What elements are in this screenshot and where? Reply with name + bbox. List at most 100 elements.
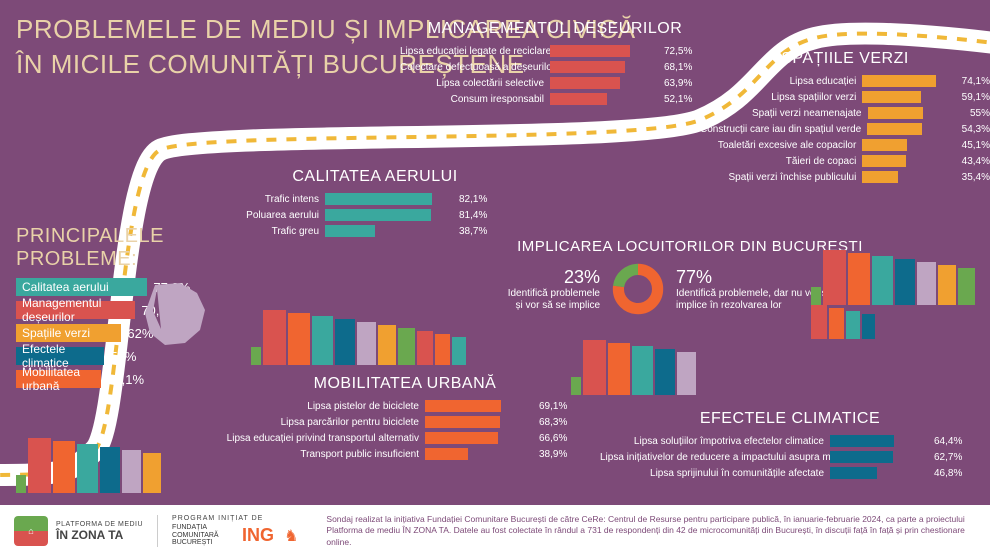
logo1-main: ÎN ZONA TA xyxy=(56,528,143,542)
logo1-top: PLATFORMA DE MEDIU xyxy=(56,521,143,528)
bar-track xyxy=(550,45,660,57)
waste-row-2: Lipsa colectării selective63,9% xyxy=(400,76,710,90)
bar-track xyxy=(862,75,957,87)
bar-fill xyxy=(550,93,607,105)
bar-label: Lipsa pistelor de biciclete xyxy=(225,401,425,412)
bar-track xyxy=(550,77,660,89)
bar-label: Transport public insuficient xyxy=(225,449,425,460)
bar-label: Lipsa soluțiilor împotriva efectelor cli… xyxy=(600,436,830,447)
bar-pct: 54,3% xyxy=(958,124,990,135)
logo2-b: ING xyxy=(242,525,274,546)
bar-fill xyxy=(830,435,894,447)
section-green: SPAȚIILE VERZI Lipsa educației74,1%Lipsa… xyxy=(700,50,990,186)
donut-a-num: 77% xyxy=(676,267,846,288)
bar-fill xyxy=(862,171,897,183)
principal-bar: Managementul deșeurilor xyxy=(16,301,135,319)
principal-pct: 50,1% xyxy=(101,372,144,387)
bar-fill xyxy=(868,107,923,119)
bar-pct: 74,1% xyxy=(958,76,990,87)
bar-pct: 35,4% xyxy=(958,172,990,183)
bar-pct: 64,4% xyxy=(930,436,962,447)
principal-pct: 52% xyxy=(104,349,136,364)
bar-fill xyxy=(425,400,501,412)
section-mobility: MOBILITATEA URBANĂ Lipsa pistelor de bic… xyxy=(225,375,585,463)
bar-track xyxy=(325,209,455,221)
bar-track xyxy=(862,91,957,103)
bar-track xyxy=(425,416,535,428)
air-row-2: Trafic greu 38,7% xyxy=(245,224,505,238)
green-row-6: Spații verzi închise publicului 35,4% xyxy=(700,170,990,184)
bar-track xyxy=(425,432,535,444)
bar-pct: 82,1% xyxy=(455,194,487,205)
bar-track xyxy=(830,435,930,447)
section-waste: MANAGEMENTUL DEȘEURILOR Lipsa educației … xyxy=(400,20,710,108)
mobility-row-3: Transport public insuficient38,9% xyxy=(225,447,585,461)
waste-title: MANAGEMENTUL DEȘEURILOR xyxy=(400,20,710,38)
principal-bar: Efectele climatice xyxy=(16,347,104,365)
donut-chart xyxy=(610,261,666,317)
bar-fill xyxy=(862,139,907,151)
donut-b-num: 23% xyxy=(500,267,600,288)
bar-fill xyxy=(550,61,625,73)
donut-a-text: Identifică problemele, dar nu vor să se … xyxy=(676,288,846,312)
bar-label: Construcții care iau din spațiul verde xyxy=(700,124,867,135)
footer-logo-zona-ta: ⌂ PLATFORMA DE MEDIU ÎN ZONA TA xyxy=(0,516,157,546)
bar-fill xyxy=(830,467,877,479)
climate-title: EFECTELE CLIMATICE xyxy=(600,410,980,428)
bar-track xyxy=(550,93,660,105)
principal-bar: Calitatea aerului xyxy=(16,278,147,296)
mobility-row-0: Lipsa pistelor de biciclete 69,1% xyxy=(225,399,585,413)
climate-row-2: Lipsa sprijinului în comunitățile afecta… xyxy=(600,466,980,480)
air-title: CALITATEA AERULUI xyxy=(245,168,505,186)
bar-label: Consum iresponsabil xyxy=(400,94,550,105)
section-air: CALITATEA AERULUI Trafic intens82,1%Polu… xyxy=(245,168,505,240)
green-row-4: Toaletări excesive ale copacilor45,1% xyxy=(700,138,990,152)
bar-label: Lipsa educației xyxy=(700,76,862,87)
bar-label: Lipsa spațiilor verzi xyxy=(700,92,862,103)
bar-pct: 69,1% xyxy=(535,401,567,412)
bar-pct: 72,5% xyxy=(660,46,692,57)
bar-track xyxy=(425,400,535,412)
bar-pct: 52,1% xyxy=(660,94,692,105)
waste-row-0: Lipsa educației legate de reciclare72,5% xyxy=(400,44,710,58)
green-row-5: Tăieri de copaci43,4% xyxy=(700,154,990,168)
bar-fill xyxy=(325,209,431,221)
bar-label: Lipsa parcărilor pentru biciclete xyxy=(225,417,425,428)
bar-fill xyxy=(830,451,893,463)
bar-pct: 38,7% xyxy=(455,226,487,237)
bar-fill xyxy=(862,155,905,167)
bar-track xyxy=(830,451,930,463)
bar-track xyxy=(550,61,660,73)
section-climate: EFECTELE CLIMATICE Lipsa soluțiilor împo… xyxy=(600,410,980,482)
bar-pct: 81,4% xyxy=(455,210,487,221)
bar-track xyxy=(862,171,957,183)
bar-fill xyxy=(425,432,498,444)
climate-row-1: Lipsa inițiativelor de reducere a impact… xyxy=(600,450,980,464)
bar-pct: 43,4% xyxy=(958,156,990,167)
donut-b-text: Identifică problemele și vor să se impli… xyxy=(500,288,600,312)
bar-label: Trafic greu xyxy=(245,226,325,237)
bar-pct: 68,1% xyxy=(660,62,692,73)
involvement-block: IMPLICAREA LOCUITORILOR DIN BUCUREȘTI 23… xyxy=(500,238,880,317)
footer-text: Sondaj realizat la inițiativa Fundației … xyxy=(312,508,990,553)
bar-fill xyxy=(325,225,375,237)
principal-bar: Spațiile verzi xyxy=(16,324,121,342)
bar-track xyxy=(830,467,930,479)
mobility-row-2: Lipsa educației privind transportul alte… xyxy=(225,431,585,445)
bar-label: Lipsa educației privind transportul alte… xyxy=(225,433,425,444)
green-row-0: Lipsa educației 74,1% xyxy=(700,74,990,88)
bar-label: Spații verzi închise publicului xyxy=(700,172,862,183)
bar-fill xyxy=(867,123,921,135)
bar-track xyxy=(867,123,957,135)
bar-label: Lipsa sprijinului în comunitățile afecta… xyxy=(600,468,830,479)
bar-fill xyxy=(550,77,620,89)
bar-fill xyxy=(325,193,432,205)
waste-row-3: Consum iresponsabil 52,1% xyxy=(400,92,710,106)
bar-label: Spații verzi neamenajate xyxy=(700,108,868,119)
bar-pct: 46,8% xyxy=(930,468,962,479)
mobility-title: MOBILITATEA URBANĂ xyxy=(225,375,585,393)
involvement-title: IMPLICAREA LOCUITORILOR DIN BUCUREȘTI xyxy=(500,238,880,255)
bar-fill xyxy=(862,91,921,103)
mobility-row-1: Lipsa parcărilor pentru biciclete68,3% xyxy=(225,415,585,429)
principal-bar: Mobilitatea urbană xyxy=(16,370,101,388)
